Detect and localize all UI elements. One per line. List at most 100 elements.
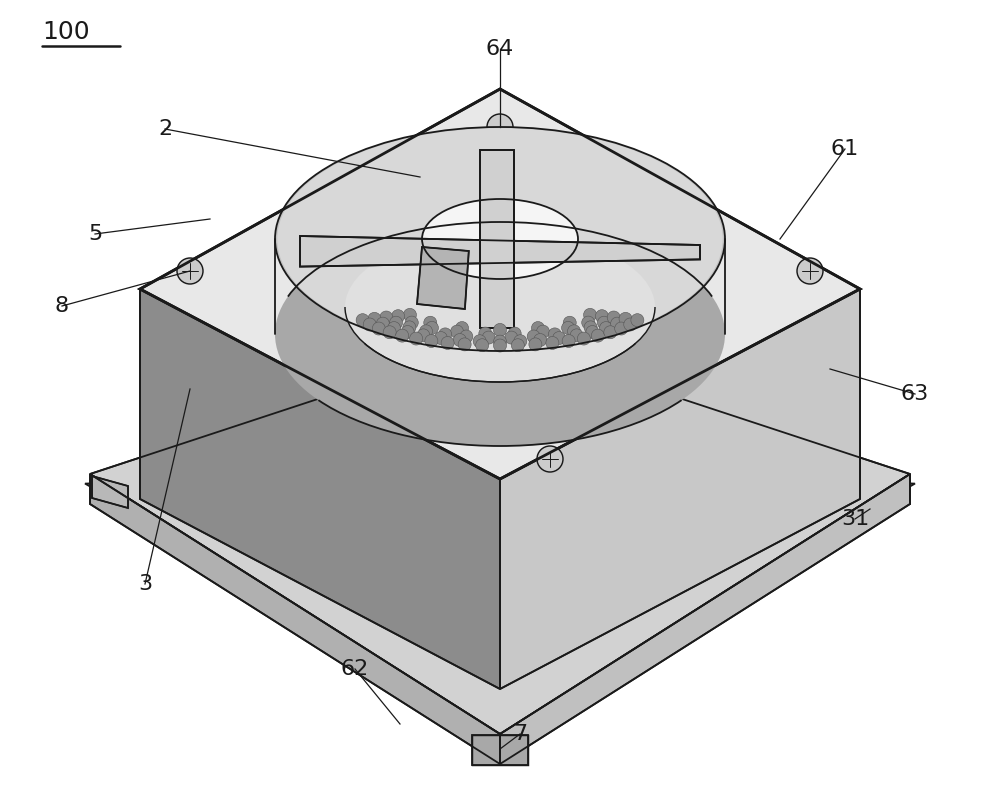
Circle shape [403,321,416,333]
Circle shape [584,321,597,333]
Circle shape [434,332,447,345]
Circle shape [508,327,521,340]
Circle shape [487,114,513,140]
Circle shape [527,330,540,343]
Circle shape [405,316,418,329]
Circle shape [536,325,549,338]
Circle shape [531,322,544,334]
Text: 8: 8 [55,296,69,316]
Circle shape [597,316,610,330]
Polygon shape [90,339,910,734]
Polygon shape [500,474,910,764]
Circle shape [514,335,527,348]
Circle shape [624,318,637,331]
Circle shape [417,329,430,342]
Circle shape [546,337,559,349]
Circle shape [494,323,507,337]
Polygon shape [472,735,528,765]
Polygon shape [500,289,860,689]
Circle shape [396,330,409,342]
Ellipse shape [275,127,725,351]
Circle shape [410,332,423,345]
Ellipse shape [345,232,655,382]
Circle shape [607,311,620,324]
Text: 31: 31 [841,509,869,529]
Circle shape [586,326,599,338]
Circle shape [548,328,561,341]
Circle shape [562,334,575,348]
Polygon shape [417,247,469,309]
Circle shape [460,330,473,343]
Text: 2: 2 [158,119,172,139]
Text: 100: 100 [42,20,90,44]
Circle shape [563,316,576,330]
Circle shape [451,325,464,338]
Circle shape [392,310,405,322]
Circle shape [611,317,624,330]
Polygon shape [300,236,700,267]
Circle shape [479,327,492,340]
Text: 61: 61 [831,139,859,159]
Circle shape [582,316,595,329]
Circle shape [441,337,454,349]
Circle shape [458,338,471,351]
Polygon shape [140,289,500,689]
Ellipse shape [422,199,578,279]
Ellipse shape [422,199,578,279]
Circle shape [372,322,385,335]
Circle shape [584,308,597,322]
Text: 7: 7 [513,724,527,744]
Circle shape [425,322,438,334]
Circle shape [631,314,644,326]
Circle shape [401,326,414,338]
Circle shape [387,322,400,334]
Circle shape [453,333,466,346]
Circle shape [476,339,489,352]
Circle shape [604,326,617,339]
Text: 63: 63 [901,384,929,404]
Circle shape [797,258,823,284]
Circle shape [456,322,469,334]
Text: 64: 64 [486,39,514,59]
Circle shape [177,258,203,284]
Circle shape [567,325,580,337]
Ellipse shape [275,222,725,446]
Text: 62: 62 [341,659,369,679]
Circle shape [494,339,507,352]
Circle shape [420,325,433,337]
Polygon shape [92,476,128,508]
Circle shape [376,317,389,330]
Circle shape [619,312,632,326]
Polygon shape [90,474,500,764]
Circle shape [356,314,369,326]
Circle shape [494,335,507,348]
Circle shape [473,335,486,348]
Circle shape [380,311,393,324]
Circle shape [577,332,590,345]
Circle shape [562,322,575,334]
Circle shape [424,316,437,330]
Circle shape [591,330,604,342]
Circle shape [537,446,563,472]
Circle shape [595,310,608,322]
Circle shape [425,334,438,348]
Circle shape [615,322,628,335]
Circle shape [511,339,524,352]
Text: 5: 5 [88,224,102,244]
Polygon shape [140,89,860,479]
Polygon shape [85,469,915,720]
Polygon shape [480,150,514,328]
Circle shape [600,322,613,334]
Circle shape [403,308,416,322]
Circle shape [482,331,495,344]
Circle shape [363,318,376,331]
Circle shape [439,328,452,341]
Circle shape [390,316,403,330]
Text: 3: 3 [138,574,152,594]
Circle shape [529,338,542,351]
Circle shape [368,312,381,326]
Circle shape [383,326,396,339]
Circle shape [534,333,547,346]
Ellipse shape [277,128,723,350]
Circle shape [505,331,518,344]
